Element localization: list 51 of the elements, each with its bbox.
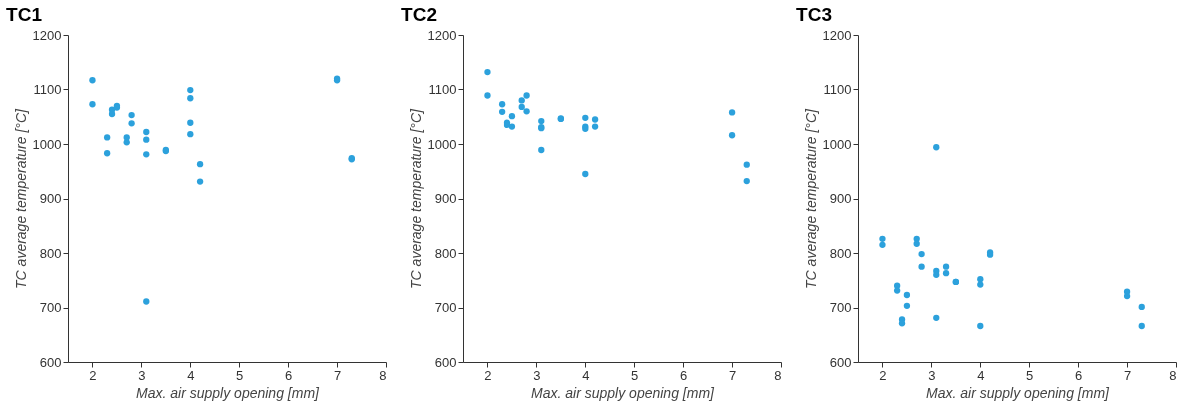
x-tick-label: 4 bbox=[582, 367, 590, 383]
chart-title: TC3 bbox=[796, 4, 832, 25]
y-axis-title: TC average temperature [°C] bbox=[407, 107, 424, 289]
y-tick-label: 600 bbox=[434, 354, 457, 370]
y-tick-label: 700 bbox=[434, 300, 457, 315]
y-tick-label: 1200 bbox=[822, 27, 852, 43]
y-tick-label: 800 bbox=[829, 245, 852, 261]
y-tick-label: 1200 bbox=[32, 27, 62, 43]
x-tick-label: 3 bbox=[533, 367, 541, 383]
chart-title: TC1 bbox=[6, 4, 43, 25]
x-tick-label: 6 bbox=[680, 367, 688, 383]
x-tick-label: 2 bbox=[484, 367, 492, 383]
y-tick-label: 900 bbox=[434, 191, 457, 206]
x-tick-label: 4 bbox=[187, 367, 195, 383]
y-tick-label: 1000 bbox=[32, 136, 62, 152]
x-tick-label: 7 bbox=[333, 367, 342, 383]
x-tick-label: 2 bbox=[879, 367, 887, 383]
x-tick-label: 2 bbox=[89, 367, 97, 383]
x-axis-title: Max. air supply opening [mm] bbox=[926, 384, 1111, 401]
x-tick-label: 6 bbox=[1075, 367, 1083, 383]
y-axis-title: TC average temperature [°C] bbox=[12, 107, 29, 289]
x-tick-label: 7 bbox=[728, 367, 737, 383]
y-tick-label: 700 bbox=[829, 300, 852, 315]
x-axis-title: Max. air supply opening [mm] bbox=[136, 384, 321, 401]
chart-title: TC2 bbox=[401, 4, 437, 25]
x-tick-label: 3 bbox=[928, 367, 936, 383]
x-tick-label: 5 bbox=[236, 367, 244, 383]
x-tick-label: 8 bbox=[1169, 367, 1177, 383]
y-tick-label: 1200 bbox=[427, 27, 457, 43]
x-tick-label: 6 bbox=[285, 367, 293, 383]
x-tick-label: 7 bbox=[1123, 367, 1132, 383]
y-tick-label: 600 bbox=[829, 354, 852, 370]
x-tick-label: 8 bbox=[774, 367, 782, 383]
x-axis-title: Max. air supply opening [mm] bbox=[531, 384, 716, 401]
x-tick-label: 4 bbox=[977, 367, 985, 383]
y-tick-label: 800 bbox=[434, 245, 457, 261]
x-tick-label: 5 bbox=[631, 367, 639, 383]
y-tick-label: 900 bbox=[39, 191, 62, 206]
y-tick-label: 1000 bbox=[427, 136, 457, 152]
x-tick-label: 3 bbox=[138, 367, 146, 383]
y-tick-label: 1000 bbox=[822, 136, 852, 152]
y-tick-label: 1100 bbox=[33, 82, 62, 97]
y-tick-label: 600 bbox=[39, 354, 62, 370]
y-tick-label: 700 bbox=[39, 300, 62, 315]
x-tick-label: 5 bbox=[1026, 367, 1034, 383]
y-axis-title: TC average temperature [°C] bbox=[802, 107, 819, 289]
y-tick-label: 900 bbox=[829, 191, 852, 206]
y-tick-label: 1100 bbox=[428, 82, 457, 97]
y-tick-label: 800 bbox=[39, 245, 62, 261]
x-tick-label: 8 bbox=[379, 367, 387, 383]
y-tick-label: 1100 bbox=[823, 82, 852, 97]
